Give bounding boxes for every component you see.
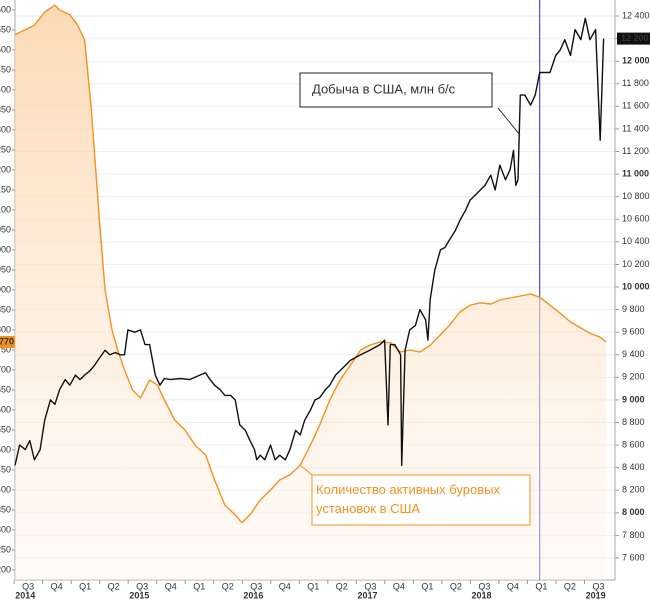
y2-tick-label: 7 600 xyxy=(622,552,645,562)
y-tick-label: 1 200 xyxy=(0,164,11,174)
last-value-label: 12 200 xyxy=(621,33,649,43)
x-tick-label: Q3 xyxy=(250,581,262,591)
y-tick-label: 1 550 xyxy=(0,24,11,34)
y2-tick-label: 11 200 xyxy=(622,146,649,156)
x-tick-label: Q1 xyxy=(535,581,547,591)
y-tick-label: 250 xyxy=(0,544,11,554)
x-year-label: 2017 xyxy=(357,590,377,600)
y-tick-label: 1 000 xyxy=(0,244,11,254)
y-tick-label: 700 xyxy=(0,364,11,374)
y-tick-label: 600 xyxy=(0,404,11,414)
x-tick-label: Q3 xyxy=(478,581,490,591)
x-tick-label: Q1 xyxy=(79,581,91,591)
x-year-label: 2016 xyxy=(243,590,263,600)
annotation: Добыча в США, млн б/с xyxy=(312,81,456,96)
y2-tick-label: 11 400 xyxy=(622,123,649,133)
y-tick-label: 900 xyxy=(0,284,11,294)
y2-tick-label: 10 400 xyxy=(622,236,650,246)
y2-tick-label: 11 000 xyxy=(622,168,649,178)
x-tick-label: Q4 xyxy=(393,581,405,591)
x-year-label: 2019 xyxy=(586,590,606,600)
y-tick-label: 550 xyxy=(0,424,11,434)
y2-tick-label: 8 400 xyxy=(622,462,645,472)
y2-tick-label: 10 000 xyxy=(622,281,650,291)
y2-tick-label: 11 600 xyxy=(622,101,649,111)
y-tick-label: 450 xyxy=(0,464,11,474)
y2-tick-label: 10 200 xyxy=(622,259,650,269)
y-tick-label: 200 xyxy=(0,564,11,574)
y2-tick-label: 9 800 xyxy=(622,304,645,314)
y2-tick-label: 8 200 xyxy=(622,485,645,495)
y-tick-label: 1 600 xyxy=(0,4,11,14)
y2-tick-label: 9 600 xyxy=(622,327,645,337)
y-tick-label: 1 250 xyxy=(0,144,11,154)
annotation-leader xyxy=(497,107,521,136)
x-tick-label: Q2 xyxy=(450,581,462,591)
y-tick-label: 850 xyxy=(0,304,11,314)
y2-tick-label: 9 400 xyxy=(622,349,645,359)
annotation: Количество активных буровых установок в … xyxy=(316,482,500,516)
y2-tick-label: 8 600 xyxy=(622,439,645,449)
x-tick-label: Q4 xyxy=(165,581,177,591)
y-tick-label: 1 050 xyxy=(0,224,11,234)
area xyxy=(15,5,606,580)
x-tick-label: Q4 xyxy=(279,581,291,591)
last-value-tag xyxy=(617,32,650,45)
y-tick-label: 1 350 xyxy=(0,104,11,114)
y2-tick-label: 11 800 xyxy=(622,78,649,88)
annotation-leader xyxy=(299,464,313,476)
x-year-label: 2014 xyxy=(15,590,35,600)
y2-tick-label: 8 000 xyxy=(622,507,645,517)
y2-tick-label: 8 800 xyxy=(622,417,645,427)
x-tick-label: Q2 xyxy=(564,581,576,591)
x-tick-label: Q3 xyxy=(592,581,604,591)
y2-tick-label: 12 400 xyxy=(622,10,650,20)
x-tick-label: Q4 xyxy=(507,581,519,591)
y-tick-label: 300 xyxy=(0,524,11,534)
y-tick-label: 500 xyxy=(0,444,11,454)
y2-tick-label: 9 200 xyxy=(622,372,645,382)
y-tick-label: 1 100 xyxy=(0,204,11,214)
y-tick-label: 350 xyxy=(0,504,11,514)
y2-tick-label: 7 800 xyxy=(622,530,645,540)
y2-tick-label: 9 000 xyxy=(622,394,645,404)
x-tick-label: Q1 xyxy=(307,581,319,591)
y-tick-label: 1 500 xyxy=(0,44,11,54)
y-tick-label: 1 400 xyxy=(0,84,11,94)
y-tick-label: 1 450 xyxy=(0,64,11,74)
annotation-box xyxy=(299,72,493,108)
x-year-label: 2015 xyxy=(129,590,149,600)
annotation-box xyxy=(311,474,531,526)
x-tick-label: Q2 xyxy=(108,581,120,591)
x-tick-label: Q1 xyxy=(193,581,205,591)
y-tick-label: 1 150 xyxy=(0,184,11,194)
x-tick-label: Q3 xyxy=(136,581,148,591)
y2-tick-label: 10 800 xyxy=(622,191,650,201)
y-tick-label: 1 300 xyxy=(0,124,11,134)
x-tick-label: Q3 xyxy=(22,581,34,591)
last-value-tag xyxy=(0,336,15,348)
y2-tick-label: 10 600 xyxy=(622,214,650,224)
x-tick-label: Q2 xyxy=(336,581,348,591)
y2-tick-label: 12 000 xyxy=(622,56,650,66)
y-tick-label: 950 xyxy=(0,264,11,274)
x-tick-label: Q4 xyxy=(51,581,63,591)
y-tick-label: 400 xyxy=(0,484,11,494)
y-tick-label: 650 xyxy=(0,384,11,394)
last-value-label: 770 xyxy=(0,336,14,346)
y-tick-label: 800 xyxy=(0,324,11,334)
x-tick-label: Q2 xyxy=(222,581,234,591)
annotation-wrap: Количество активных буровых установок в … xyxy=(316,482,500,516)
y-tick-label: 750 xyxy=(0,344,11,354)
x-year-label: 2018 xyxy=(472,590,492,600)
line xyxy=(14,17,605,467)
line xyxy=(14,4,607,524)
x-tick-label: Q1 xyxy=(421,581,433,591)
x-tick-label: Q3 xyxy=(364,581,376,591)
